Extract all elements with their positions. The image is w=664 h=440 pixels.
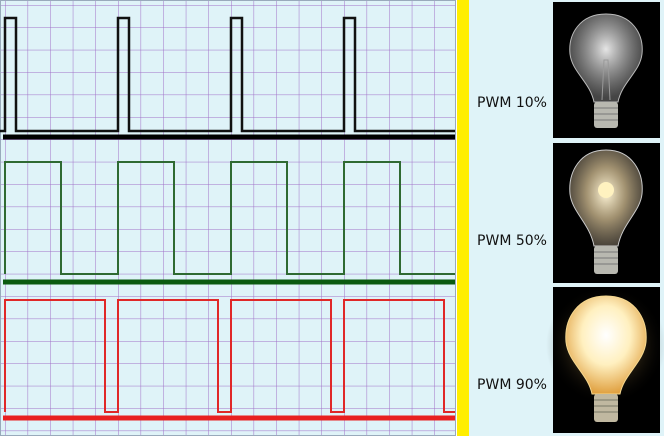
pwm-wave-50 bbox=[4, 161, 455, 275]
pwm-wave-90 bbox=[4, 299, 455, 413]
scope-grid bbox=[0, 0, 456, 436]
pwm-wave-10 bbox=[0, 16, 455, 133]
pwm-label: PWM 50% bbox=[477, 233, 547, 249]
pwm-label: PWM 10% bbox=[477, 95, 547, 111]
bulb-medium bbox=[569, 149, 643, 274]
pwm-label: PWM 90% bbox=[477, 377, 547, 393]
bulb-dim bbox=[569, 13, 643, 128]
bulb-bright bbox=[546, 285, 664, 422]
yellow-divider bbox=[457, 0, 469, 436]
